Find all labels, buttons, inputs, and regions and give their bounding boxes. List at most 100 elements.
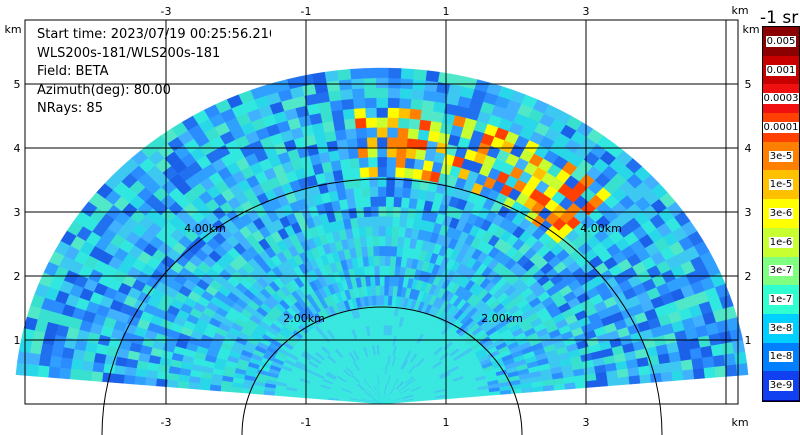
radar-gate (371, 225, 379, 237)
radar-gate (385, 176, 396, 188)
radar-gate (377, 196, 387, 207)
colorbar-label: 0.0001 (763, 121, 799, 133)
radar-gate (368, 166, 378, 178)
radar-gate (395, 147, 407, 159)
radar-gate (27, 352, 41, 366)
radar-gate (671, 370, 684, 381)
radar-gate (389, 265, 396, 277)
range-ring-2km (241, 306, 523, 435)
radar-gate (398, 107, 411, 119)
y-tick-right-4: 4 (745, 142, 752, 155)
x-tick-top-3: 3 (583, 5, 590, 18)
radar-gate (398, 216, 408, 228)
radar-gate (386, 156, 397, 168)
radar-gate (344, 128, 357, 140)
radar-gate (325, 80, 341, 92)
radar-gate (329, 99, 343, 112)
radar-gate (387, 77, 401, 89)
radar-gate (419, 109, 433, 122)
colorbar: 0.005 0.001 0.0003 0.0001 3e-5 1e-5 3e-6 1e-6 3e… (762, 26, 800, 402)
radar-gate (135, 368, 148, 378)
radar-gate (72, 349, 86, 361)
radar-gate (692, 367, 706, 380)
radar-gate (145, 369, 159, 379)
x-tick-bottom--3: -3 (161, 416, 172, 429)
radar-gate (397, 117, 410, 129)
radar-gate (319, 110, 334, 123)
radar-gate (394, 176, 404, 188)
radar-gate (385, 186, 395, 197)
radar-gate (396, 137, 408, 149)
radar-gate (383, 285, 389, 296)
y-tick-left-3: 3 (14, 206, 21, 219)
radar-gate (378, 216, 386, 227)
radar-gate (734, 351, 747, 365)
radar-gate (379, 295, 385, 306)
radar-gate (376, 146, 388, 158)
radar-gate (380, 324, 384, 336)
radar-gate (347, 147, 359, 160)
radar-gate (354, 197, 364, 209)
radar-gate (47, 366, 61, 379)
radar-gate (376, 127, 388, 138)
radar-gate (357, 147, 369, 159)
colorbar-step: 1e-8 (763, 342, 799, 372)
radar-gate (412, 168, 423, 180)
radar-gate (334, 129, 347, 141)
radar-gate (362, 67, 376, 79)
radar-gate (387, 117, 399, 128)
radar-gate (372, 245, 380, 257)
radar-gate (134, 376, 147, 386)
radar-gate (82, 350, 96, 363)
colorbar-step: 3e-9 (763, 371, 799, 400)
radar-gate (361, 186, 371, 198)
radar-gate (113, 365, 127, 376)
x-tick-top--3: -3 (161, 5, 172, 18)
radar-gate (123, 374, 136, 385)
radar-gate (404, 157, 416, 169)
radar-gate (659, 362, 672, 373)
start-time-text: Start time: 2023/07/19 00:25:56.216 (37, 27, 271, 42)
radar-gate (397, 127, 409, 139)
radar-gate (358, 157, 369, 168)
radar-gate (355, 127, 367, 139)
radar-gate (368, 176, 379, 188)
radar-gate (364, 107, 377, 119)
y-tick-left-2: 2 (14, 270, 21, 283)
radar-gate (361, 196, 371, 208)
radar-gate (372, 235, 380, 247)
colorbar-label: 0.005 (765, 35, 797, 47)
radar-gate (337, 148, 350, 161)
radar-gate (399, 87, 413, 100)
radar-sectors (15, 67, 749, 405)
radar-gate (376, 117, 388, 128)
colorbar-label: 0.001 (765, 64, 797, 76)
radar-gate (409, 108, 422, 120)
radar-gate (411, 78, 426, 91)
field-text: Field: BETA (37, 64, 109, 79)
x-tick-bottom-1: 1 (443, 416, 450, 429)
radar-gate (384, 245, 392, 257)
radar-gate (702, 355, 715, 369)
radar-gate (80, 370, 93, 381)
y-unit-left: km (4, 23, 21, 36)
radar-gate (350, 167, 361, 179)
radar-gate (375, 77, 389, 89)
radar-gate (390, 236, 399, 247)
colorbar-step: 0.0003 (763, 84, 799, 114)
radar-gate (198, 383, 211, 391)
radar-gate (58, 367, 72, 380)
radar-gate (407, 128, 420, 140)
radar-gate (377, 166, 387, 177)
radar-gate (375, 87, 389, 98)
radar-gate (38, 354, 52, 367)
radar-gate (331, 109, 345, 122)
radar-gate (81, 360, 94, 372)
radar-gate (93, 352, 107, 365)
radar-gate (364, 226, 373, 237)
radar-gate (377, 186, 387, 197)
y-tick-left-5: 5 (14, 78, 21, 91)
y-unit-right: km (742, 23, 759, 36)
radar-gate (617, 376, 630, 386)
radar-gate (387, 295, 393, 306)
